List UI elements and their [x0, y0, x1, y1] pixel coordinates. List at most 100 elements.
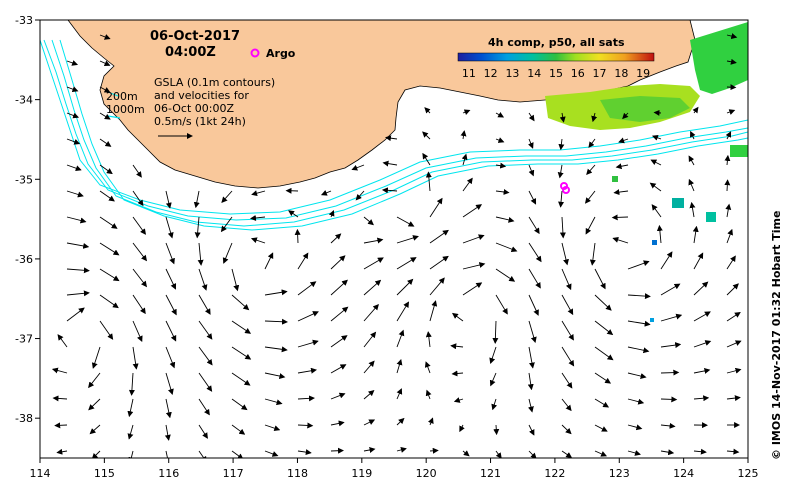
velocity-arrow [726, 109, 736, 115]
velocity-arrow [528, 164, 535, 177]
velocity-arrow [528, 294, 539, 316]
velocity-arrow [66, 86, 79, 92]
velocity-arrow [660, 342, 682, 349]
velocity-arrow [561, 346, 575, 367]
velocity-arrow [251, 190, 266, 197]
velocity-arrow [627, 260, 650, 270]
velocity-arrow [493, 424, 500, 436]
velocity-arrow [693, 367, 711, 374]
velocity-arrow [495, 450, 502, 458]
velocity-arrow [690, 130, 696, 140]
velocity-arrow [489, 372, 497, 387]
velocity-arrow [381, 187, 398, 194]
lat-tick-label: -34 [15, 94, 33, 107]
velocity-arrow [127, 424, 134, 440]
velocity-arrow [132, 164, 142, 178]
velocity-arrow [165, 268, 177, 290]
velocity-arrow [462, 109, 471, 116]
velocity-arrow [594, 450, 608, 457]
velocity-arrow [231, 346, 252, 360]
velocity-arrow [622, 112, 629, 120]
velocity-arrow [99, 60, 111, 66]
velocity-arrow [453, 397, 464, 403]
velocity-arrow [528, 138, 534, 149]
axes: 114 115 116 117 118 119 120 121 122 123 124 125 -33 -… [15, 14, 758, 480]
lon-tick-label: 122 [544, 467, 565, 480]
lon-tick-label: 118 [287, 467, 308, 480]
velocity-arrow [99, 86, 111, 93]
velocity-arrow [561, 320, 574, 341]
velocity-arrow [363, 216, 374, 226]
velocity-arrow [561, 268, 572, 291]
velocity-arrow [132, 268, 148, 288]
velocity-arrow [724, 154, 731, 166]
velocity-arrow [198, 268, 208, 291]
velocity-arrow [66, 112, 80, 119]
velocity-arrow [132, 216, 146, 235]
velocity-arrow [422, 152, 431, 166]
velocity-arrow [66, 138, 81, 145]
velocity-arrow [320, 190, 332, 196]
velocity-arrow [726, 340, 742, 348]
velocity-arrow [132, 294, 146, 315]
velocity-arrow [653, 109, 662, 116]
lat-tick-label: -35 [15, 173, 33, 186]
velocity-arrow [198, 320, 213, 340]
velocity-arrow [330, 233, 342, 244]
velocity-arrow [297, 252, 309, 270]
velocity-arrow [194, 216, 201, 239]
velocity-arrow [66, 190, 84, 198]
velocity-arrow [231, 294, 250, 311]
velocity-arrow [330, 335, 348, 348]
velocity-arrow [726, 311, 741, 322]
velocity-arrow [618, 137, 629, 144]
colorbar-tick-label: 18 [614, 67, 628, 80]
velocity-arrow [561, 424, 572, 435]
velocity-arrow [429, 300, 438, 322]
velocity-arrow [528, 242, 542, 263]
velocity-arrow [495, 216, 515, 223]
velocity-arrow [627, 450, 641, 456]
velocity-arrow [351, 164, 365, 171]
velocity-arrow [99, 112, 111, 120]
lon-tick-label: 121 [480, 467, 501, 480]
velocity-arrow [462, 282, 483, 296]
velocity-arrow [689, 201, 696, 218]
velocity-arrow [363, 257, 384, 270]
colorbar-title: 4h comp, p50, all sats [488, 36, 625, 49]
velocity-arrow [363, 331, 377, 348]
velocity-arrow [250, 237, 266, 244]
velocity-arrow [91, 450, 101, 458]
velocity-arrow [99, 190, 115, 202]
lon-tick-label: 124 [673, 467, 694, 480]
velocity-arrow [649, 182, 662, 192]
velocity-arrow [429, 447, 439, 454]
depth-label-200m: 200m [106, 90, 138, 103]
velocity-arrow [88, 372, 101, 389]
velocity-arrow [594, 398, 610, 408]
velocity-arrow [355, 190, 365, 201]
velocity-arrow [627, 372, 647, 379]
velocity-arrow [527, 372, 534, 391]
velocity-arrow [264, 252, 274, 270]
velocity-arrow [594, 320, 614, 336]
velocity-arrow [396, 358, 403, 374]
velocity-arrow [297, 422, 314, 429]
velocity-arrow [557, 164, 564, 179]
velocity-arrow [165, 216, 174, 239]
velocity-arrow [385, 135, 398, 142]
velocity-arrow [132, 320, 143, 343]
velocity-arrow [429, 229, 449, 244]
velocity-arrow [396, 216, 415, 227]
velocity-arrow [422, 131, 431, 140]
velocity-arrow [726, 228, 733, 244]
velocity-arrow [99, 242, 120, 256]
velocity-arrow [264, 424, 281, 432]
velocity-arrow [165, 372, 174, 396]
velocity-arrow [396, 447, 407, 453]
velocity-arrow [651, 134, 662, 141]
velocity-arrow [495, 111, 505, 118]
velocity-arrow [297, 281, 317, 296]
velocity-arrow [99, 34, 111, 40]
velocity-arrow [527, 398, 534, 413]
